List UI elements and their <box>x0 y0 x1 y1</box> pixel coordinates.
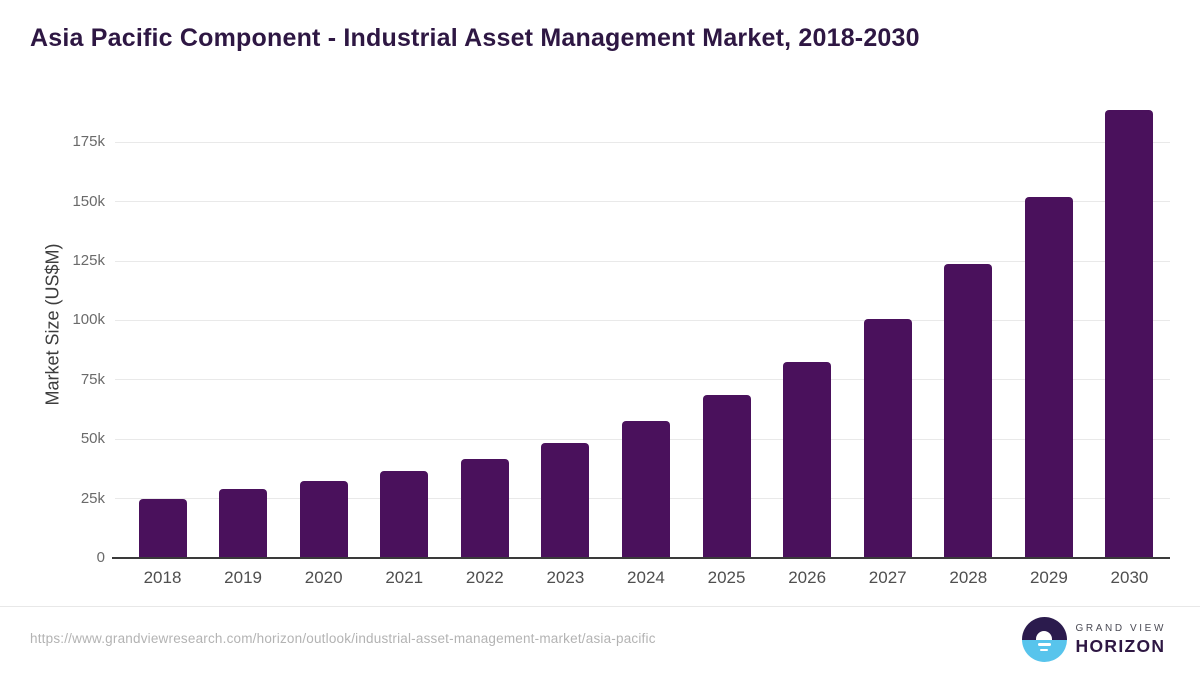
logo-wave-line <box>1040 648 1048 652</box>
x-tick-label-2029: 2029 <box>1029 568 1068 587</box>
logo-text: GRAND VIEW HORIZON <box>1076 623 1166 657</box>
bar-2026[interactable] <box>783 362 832 558</box>
logo-wave-line <box>1037 643 1051 646</box>
x-tick-label-2023: 2023 <box>546 568 585 587</box>
gridline-175k <box>115 141 1170 143</box>
bar-2022[interactable] <box>460 458 509 558</box>
y-tick-label: 25k <box>80 489 105 507</box>
logo-grand-view-label: GRAND VIEW <box>1075 622 1166 634</box>
horizon-sunrise-icon <box>1021 617 1067 662</box>
x-tick-label-2021: 2021 <box>385 568 424 587</box>
x-tick-label-2028: 2028 <box>949 568 988 587</box>
gridline-150k <box>115 201 1170 203</box>
y-tick-label: 75k <box>80 370 105 388</box>
logo-sky-half <box>1021 617 1067 640</box>
source-url: https://www.grandviewresearch.com/horizo… <box>30 631 656 646</box>
y-tick-label: 0 <box>96 549 105 566</box>
gridline-75k <box>115 379 1170 381</box>
x-tick-label-2025: 2025 <box>707 568 746 587</box>
bar-2030[interactable] <box>1105 109 1154 558</box>
logo-sun-dome <box>1036 631 1053 640</box>
y-tick-label: 150k <box>72 192 105 210</box>
y-tick-label: 125k <box>72 252 105 270</box>
x-tick-label-2022: 2022 <box>465 568 504 587</box>
x-tick-label-2020: 2020 <box>304 568 343 587</box>
chart-title: Asia Pacific Component - Industrial Asse… <box>30 24 920 52</box>
brand-logo[interactable]: GRAND VIEW HORIZON <box>1021 617 1166 662</box>
y-tick-label: 100k <box>72 311 105 329</box>
y-tick-label: 50k <box>80 430 105 448</box>
bar-2019[interactable] <box>219 488 268 558</box>
bar-2028[interactable] <box>944 264 993 558</box>
x-tick-label-2019: 2019 <box>224 568 262 587</box>
x-tick-label-2030: 2030 <box>1110 568 1149 587</box>
gridline-100k <box>115 319 1170 321</box>
footer-divider <box>0 606 1200 607</box>
bar-2024[interactable] <box>621 421 670 558</box>
bar-2023[interactable] <box>541 443 590 558</box>
bar-2029[interactable] <box>1024 196 1073 558</box>
x-tick-label-2024: 2024 <box>627 568 665 587</box>
x-tick-label-2027: 2027 <box>868 568 907 587</box>
bar-2020[interactable] <box>299 481 348 558</box>
logo-horizon-label: HORIZON <box>1075 635 1166 656</box>
x-axis-line <box>112 557 1170 559</box>
y-tick-label: 175k <box>72 133 105 151</box>
gridline-125k <box>115 260 1170 262</box>
x-tick-label-2018: 2018 <box>143 568 182 587</box>
bar-2025[interactable] <box>702 394 751 558</box>
bar-2018[interactable] <box>138 498 187 558</box>
x-tick-label-2026: 2026 <box>788 568 827 587</box>
bar-2027[interactable] <box>863 319 912 558</box>
bar-2021[interactable] <box>380 471 429 558</box>
